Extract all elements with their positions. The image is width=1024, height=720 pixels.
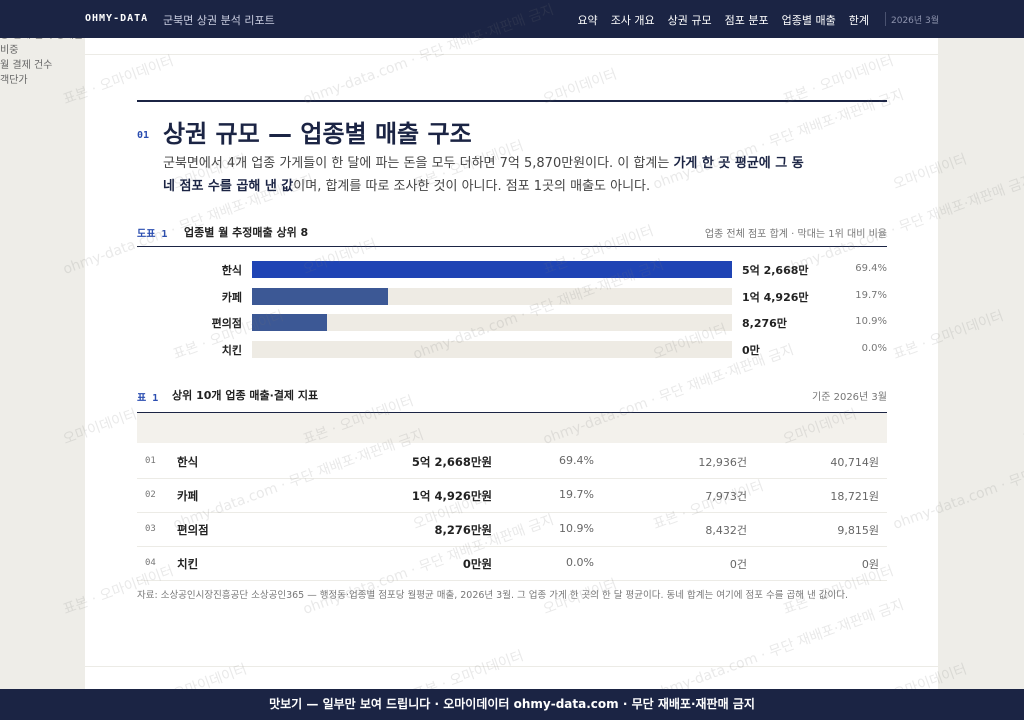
table-header: 비중	[0, 45, 19, 56]
table-cell: 04	[145, 558, 156, 568]
table-cell: 1억 4,926만원	[411, 489, 492, 503]
nav-date: 2026년 3월	[891, 16, 940, 26]
table-cell: 0.0%	[566, 556, 594, 569]
nav-item[interactable]: 업종별 매출	[781, 14, 836, 27]
bar-track	[252, 340, 732, 358]
table-cell: 7,973건	[705, 490, 747, 503]
bar	[252, 314, 328, 331]
table-cell: 한식	[177, 455, 199, 469]
nav-item[interactable]: 요약	[577, 14, 598, 27]
table-cell: 카페	[177, 489, 199, 503]
section-body: 군북면에서 4개 업종 가게들이 한 달에 파는 돈을 모두 더하면 7억 5,…	[163, 152, 813, 198]
bar	[252, 287, 389, 305]
share-label: 19.7%	[855, 289, 887, 301]
table-cell: 40,714원	[830, 456, 879, 469]
row-divider	[137, 580, 887, 581]
table-cell: 0만원	[462, 557, 492, 571]
table-cell: 편의점	[177, 523, 209, 537]
table-cell: 0건	[729, 558, 747, 571]
nav-item[interactable]: 한계	[848, 14, 869, 27]
row-divider	[137, 546, 887, 547]
bar-label: 한식	[221, 264, 242, 277]
table-cell: 10.9%	[559, 522, 594, 535]
table-cell: 19.7%	[559, 488, 594, 501]
row-divider	[137, 478, 887, 479]
footnote: 자료: 소상공인시장진흥공단 소상공인365 — 행정동·업종별 점포당 월평균…	[137, 590, 849, 601]
table-cell: 18,721원	[830, 490, 879, 503]
table-cell: 8,276만원	[434, 523, 492, 537]
nav-item[interactable]: 점포 분포	[724, 14, 769, 27]
bar-label: 카페	[221, 290, 242, 304]
figure-label: 도표 1	[137, 229, 168, 240]
row-divider	[137, 512, 887, 513]
table-cell: 03	[145, 524, 156, 534]
body-text: 군북면에서 4개 업종 가게들이 한 달에 파는 돈을 모두 더하면 7억 5,…	[163, 156, 674, 171]
watermark: 오마이데이터	[1021, 236, 1024, 278]
table-note: 기준 2026년 3월	[812, 392, 887, 403]
nav-list: 요약 조사 개요 상권 규모 점포 분포 업종별 매출 한계	[577, 12, 869, 28]
table-cell: 69.4%	[559, 454, 594, 467]
value-label: 1억 4,926만	[742, 290, 809, 304]
watermark: ohmy-data.com · 무단 재배포·재판매 금지	[1021, 512, 1024, 618]
value-label: 0만	[742, 343, 760, 357]
body-text: 이며, 합계를 따로 조사한 것이 아니다. 점포 1곳의 매출도 아니다.	[293, 179, 651, 194]
table-header: 객단가	[0, 75, 28, 86]
section-number: 01	[137, 130, 150, 141]
table-label: 표 1	[137, 393, 159, 404]
share-label: 69.4%	[855, 263, 887, 274]
share-label: 10.9%	[855, 316, 887, 327]
footer-banner: 맛보기 — 일부만 보여 드립니다 · 오마이데이터 ohmy-data.com…	[0, 689, 1024, 720]
top-nav: OHMY-DATA 군북면 상권 분석 리포트 요약 조사 개요 상권 규모 점포 분…	[0, 0, 1024, 38]
value-label: 8,276만	[742, 317, 787, 330]
bar-label: 치킨	[221, 343, 242, 357]
table-header: 월 결제 건수	[0, 60, 53, 71]
watermark: 표본 · 오마이데이터	[1021, 393, 1024, 448]
table-cell: 치킨	[177, 557, 199, 571]
figure-title: 업종별 월 추정매출 상위 8	[184, 226, 309, 239]
table-title: 상위 10개 업종 매출·결제 지표	[172, 389, 319, 402]
table-cell: 8,432건	[705, 524, 747, 537]
report-name: 군북면 상권 분석 리포트	[163, 14, 275, 27]
value-label: 5억 2,668만	[742, 264, 809, 277]
table-cell: 02	[145, 490, 156, 500]
bar-track	[252, 314, 732, 331]
bar	[252, 261, 732, 278]
figure-subtitle: 업종 전체 점포 합계 · 막대는 1위 대비 비율	[704, 229, 887, 240]
brand[interactable]: OHMY-DATA	[85, 13, 149, 24]
nav-item[interactable]: 조사 개요	[610, 14, 655, 27]
section-title: 상권 규모 — 업종별 매출 구조	[163, 120, 472, 148]
share-label: 0.0%	[861, 342, 887, 354]
nav-item[interactable]: 상권 규모	[667, 14, 712, 27]
table-cell: 0원	[861, 558, 879, 571]
table-cell: 01	[145, 456, 156, 466]
table-cell: 5억 2,668만원	[411, 455, 492, 469]
bar-label: 편의점	[211, 317, 242, 330]
table-cell: 9,815원	[837, 524, 879, 537]
table-cell: 12,936건	[698, 456, 747, 469]
emphasis: 가게 한 곳 평균에 그 동네 점포 수를 곱해 낸 값	[163, 156, 804, 194]
